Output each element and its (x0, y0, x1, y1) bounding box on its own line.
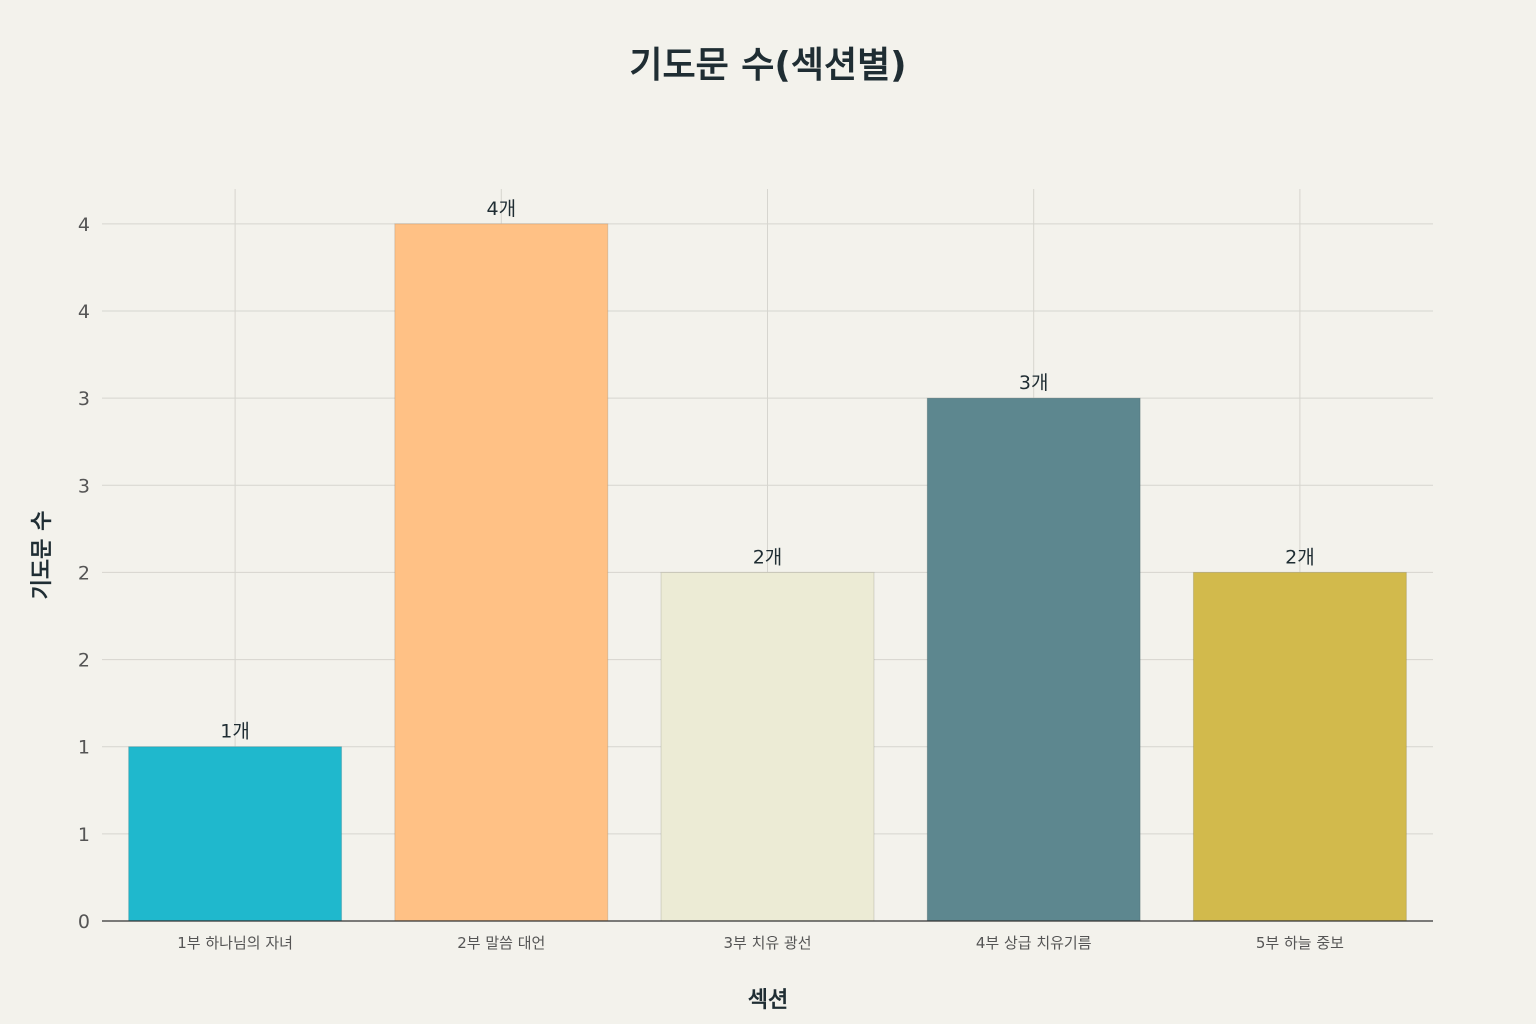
y-tick-label: 2 (78, 562, 90, 584)
x-tick-label: 4부 상급 치유기름 (976, 934, 1092, 952)
y-tick-label: 4 (78, 301, 90, 323)
bar (926, 397, 1141, 922)
y-tick-label: 4 (78, 214, 90, 236)
bar-value-label: 3개 (1019, 372, 1049, 394)
x-tick-label: 5부 하늘 중보 (1256, 934, 1344, 952)
chart-title: 기도문 수(섹션별) (629, 45, 907, 86)
bar-value-label: 4개 (487, 198, 517, 220)
bar (394, 223, 609, 922)
y-tick-label: 3 (78, 475, 90, 497)
x-axis-label: 섹션 (747, 988, 789, 1013)
bar (128, 746, 343, 922)
y-tick-label: 3 (78, 388, 90, 410)
x-tick-label: 3부 치유 광선 (723, 934, 811, 952)
bar (660, 571, 875, 922)
y-tick-label: 1 (78, 824, 90, 846)
bar (1192, 571, 1407, 922)
x-tick-label: 2부 말씀 대언 (457, 934, 545, 952)
y-tick-label: 2 (78, 650, 90, 672)
bar-value-label: 1개 (220, 721, 250, 743)
y-tick-label: 0 (78, 911, 90, 933)
bar-value-label: 2개 (1285, 546, 1315, 568)
bar-value-label: 2개 (753, 546, 783, 568)
x-tick-label: 1부 하나님의 자녀 (177, 934, 293, 952)
y-tick-label: 1 (78, 737, 90, 759)
